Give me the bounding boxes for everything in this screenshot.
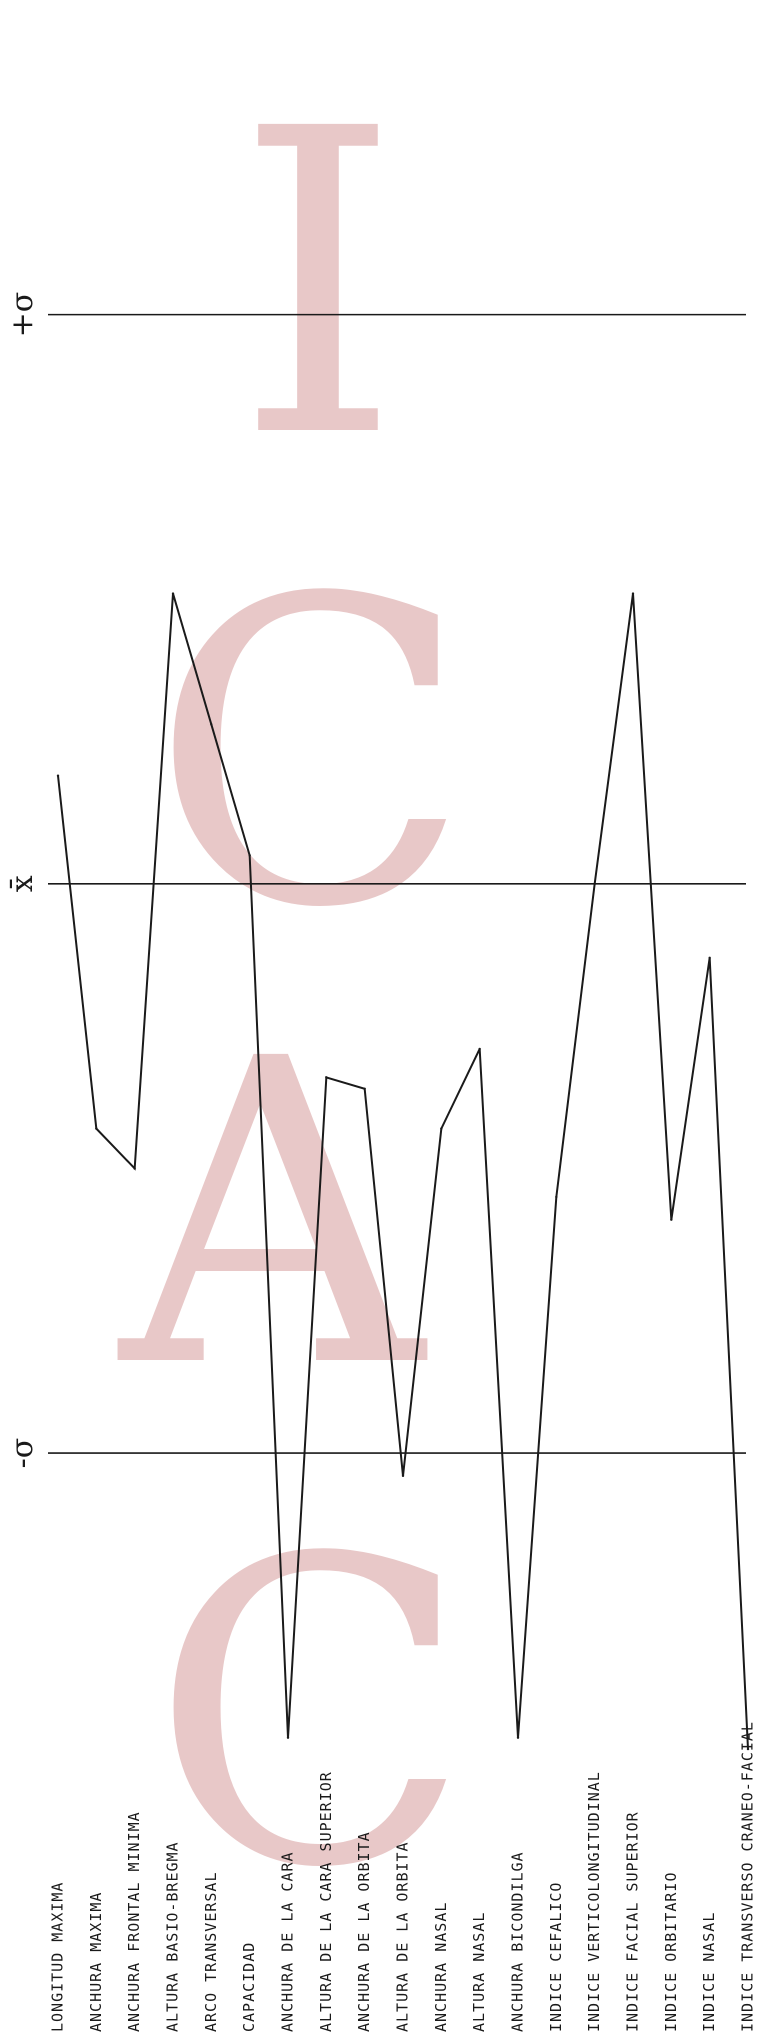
category-label: ANCHURA NASAL xyxy=(432,1902,450,2032)
category-label: ALTURA DE LA CARA SUPERIOR xyxy=(317,1771,335,2032)
data-point xyxy=(286,1736,290,1739)
category-labels: LONGITUD MAXIMA ANCHURA MAXIMA ANCHURA FRO… xyxy=(49,1721,757,2032)
watermark-letter: C xyxy=(150,511,471,1000)
reference-line-label: +σ xyxy=(5,292,40,338)
series xyxy=(56,592,750,1751)
category-label: ALTURA BASIO-BREGMA xyxy=(164,1841,182,2032)
category-label: INDICE TRANSVERSO CRANEO-FACIAL xyxy=(739,1721,757,2032)
data-point xyxy=(171,592,175,595)
reference-line-label: -σ xyxy=(5,1438,40,1469)
data-point xyxy=(401,1474,405,1478)
watermark-letter: C xyxy=(150,1471,471,1960)
data-point xyxy=(363,1087,366,1090)
category-label: CAPACIDAD xyxy=(240,1942,258,2032)
data-point xyxy=(593,882,596,886)
watermark-letter: A xyxy=(113,971,428,1460)
category-label: INDICE CEFALICO xyxy=(547,1882,565,2032)
data-point xyxy=(325,1076,328,1079)
reference-line-label: x̄ xyxy=(5,875,40,892)
data-point xyxy=(133,1167,136,1170)
data-point xyxy=(248,854,251,857)
data-point xyxy=(746,1747,750,1751)
category-label: ANCHURA DE LA CARA xyxy=(279,1851,297,2032)
data-point xyxy=(555,1195,558,1199)
category-label: INDICE FACIAL SUPERIOR xyxy=(624,1811,642,2032)
category-label: ARCO TRANSVERSAL xyxy=(202,1872,220,2033)
data-point xyxy=(708,956,711,960)
data-point xyxy=(478,1047,481,1051)
reference-lines: +σ x̄ -σ xyxy=(5,292,746,1469)
data-point xyxy=(56,774,60,777)
data-point xyxy=(95,1127,98,1130)
data-point xyxy=(440,1127,443,1130)
category-label: LONGITUD MAXIMA xyxy=(49,1882,67,2032)
category-label: ANCHURA FRONTAL MINIMA xyxy=(125,1811,143,2032)
category-label: INDICE ORBITARIO xyxy=(662,1872,680,2033)
data-point xyxy=(516,1736,520,1739)
category-label: ANCHURA BICONDILGA xyxy=(509,1851,527,2032)
data-point xyxy=(631,592,635,595)
category-label: ANCHURA MAXIMA xyxy=(87,1892,105,2032)
category-label: ALTURA DE LA ORBITA xyxy=(394,1841,412,2032)
category-label: ANCHURA DE LA ORBITA xyxy=(355,1831,373,2032)
category-label: INDICE NASAL xyxy=(700,1912,718,2032)
data-point xyxy=(210,723,213,726)
data-point xyxy=(670,1218,673,1221)
watermark-letter: I xyxy=(235,41,401,530)
category-label: ALTURA NASAL xyxy=(470,1912,488,2032)
category-label: INDICE VERTICOLONGITUDINAL xyxy=(585,1771,603,2032)
